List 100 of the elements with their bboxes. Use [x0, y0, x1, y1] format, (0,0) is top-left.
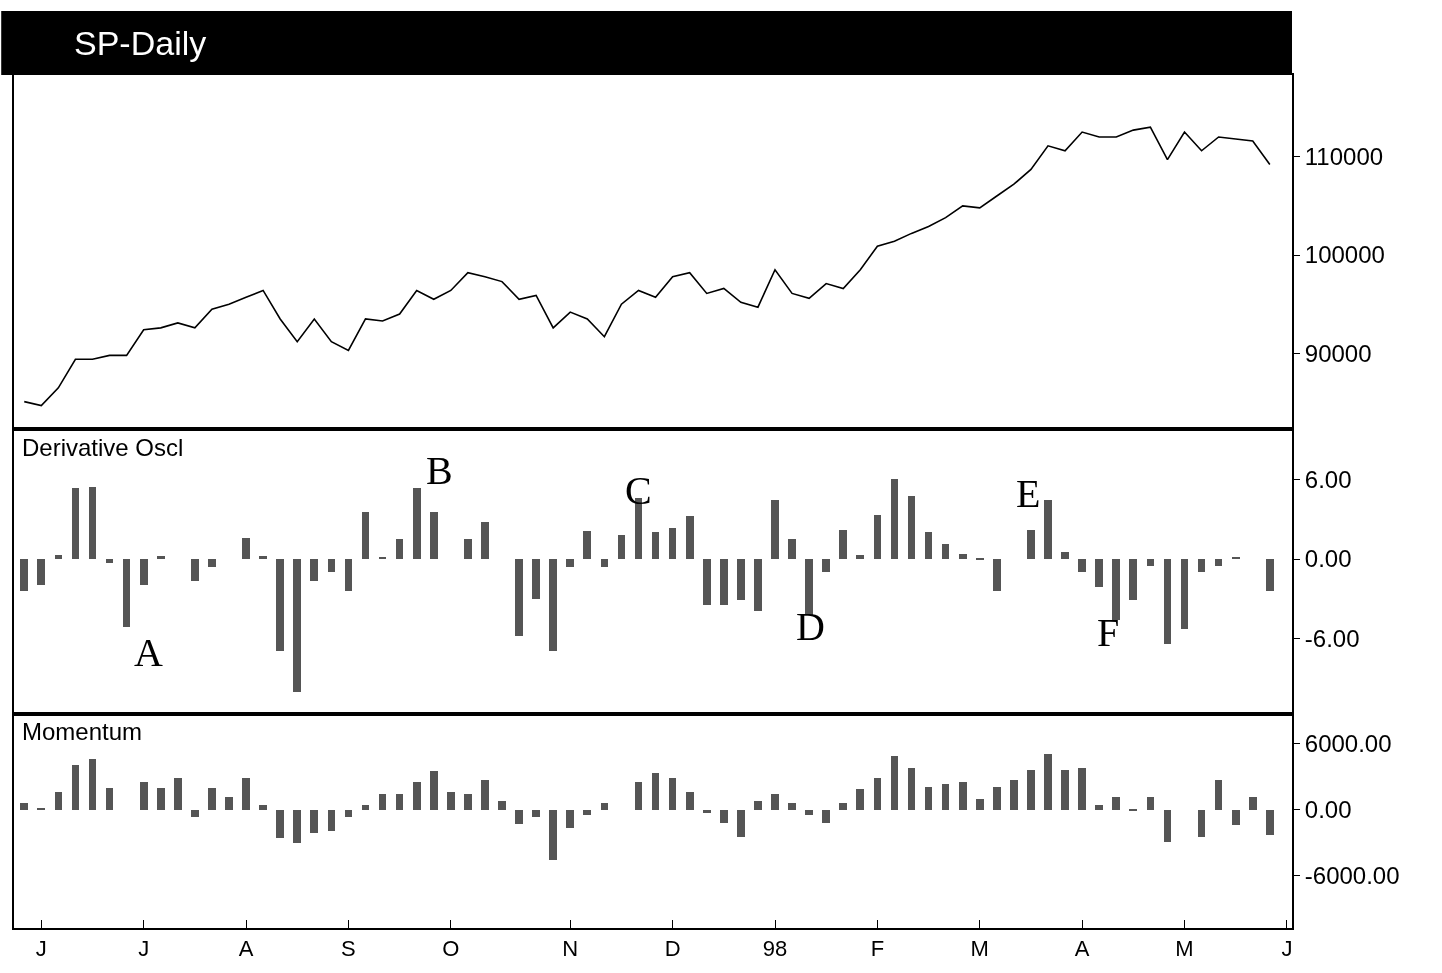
bar: [1078, 559, 1086, 573]
bar: [1266, 809, 1274, 835]
bar: [856, 555, 864, 560]
bar: [1095, 804, 1103, 810]
y-tick-label: 0.00: [1304, 795, 1352, 823]
bar: [788, 539, 796, 560]
bar: [771, 500, 779, 560]
bar: [737, 809, 745, 837]
bar: [1266, 559, 1274, 592]
bar: [925, 786, 932, 810]
x-tick-label: A: [1074, 936, 1090, 962]
annotation: D: [796, 604, 825, 649]
y-tick-label: 110000: [1304, 143, 1384, 171]
bar: [106, 787, 113, 810]
bar: [464, 793, 472, 810]
annotation: A: [134, 630, 163, 675]
bar: [430, 512, 438, 560]
bar: [174, 777, 182, 810]
bar: [276, 809, 284, 838]
bar: [37, 807, 45, 810]
bar: [72, 488, 79, 560]
bar: [89, 487, 96, 560]
bar: [259, 556, 267, 560]
bar: [1215, 559, 1222, 567]
bar: [635, 781, 642, 810]
bar: [413, 781, 421, 810]
annotation: E: [1016, 471, 1041, 516]
bar: [566, 559, 574, 568]
bar: [20, 559, 28, 592]
bar: [276, 559, 284, 652]
bar: [242, 538, 250, 560]
bar: [908, 767, 915, 810]
y-tick-label: 90000: [1304, 339, 1372, 367]
bar: [737, 559, 745, 601]
chart-title: Momentum: [22, 718, 143, 745]
bar: [1010, 779, 1018, 810]
bar: [942, 783, 949, 810]
annotation: B: [426, 448, 453, 493]
bar: [925, 532, 932, 560]
bar: [532, 559, 540, 600]
x-tick-label: A: [238, 936, 254, 962]
bar: [379, 793, 386, 810]
bar: [157, 787, 165, 810]
bar: [328, 809, 335, 831]
bar: [1181, 559, 1188, 630]
bar: [157, 556, 165, 560]
annotation: C: [625, 468, 652, 513]
chart-title: Derivative Oscl: [22, 434, 184, 461]
bar: [430, 770, 438, 810]
bar: [328, 559, 335, 573]
bar: [720, 559, 728, 606]
bar: [532, 809, 540, 817]
x-tick-label: O: [442, 936, 460, 962]
bar: [839, 802, 847, 810]
bar: [601, 559, 608, 568]
bar: [566, 809, 574, 828]
bar: [1249, 796, 1257, 810]
chart-title: SP-Daily: [74, 24, 207, 62]
x-tick-label: J: [1281, 936, 1293, 962]
bar: [703, 559, 711, 606]
x-tick-label: D: [664, 936, 681, 962]
bar: [805, 559, 813, 616]
bar: [191, 809, 199, 817]
y-tick-label: 100000: [1304, 241, 1385, 269]
x-tick-label: S: [341, 936, 356, 962]
bar: [959, 781, 967, 810]
bar: [703, 809, 711, 813]
y-tick-label: -6000.00: [1304, 861, 1400, 889]
bar: [1044, 500, 1052, 560]
bar: [891, 479, 898, 560]
bar: [140, 559, 148, 586]
bar: [805, 809, 813, 815]
bar: [959, 554, 967, 560]
bar: [669, 528, 676, 560]
bar: [310, 559, 318, 582]
bar: [396, 539, 403, 560]
bar: [839, 530, 847, 560]
bar: [1129, 559, 1137, 601]
bar: [515, 809, 523, 824]
bar: [856, 788, 864, 810]
bar: [1147, 559, 1154, 567]
x-tick-label: J: [35, 936, 47, 962]
bar: [583, 809, 591, 815]
bar: [1164, 559, 1171, 645]
bar: [908, 496, 915, 560]
bar: [259, 804, 267, 810]
annotation: F: [1097, 610, 1120, 655]
bar: [72, 764, 79, 810]
bar: [293, 559, 301, 693]
x-tick-label: F: [870, 936, 885, 962]
bar: [976, 558, 984, 561]
bar: [874, 515, 881, 560]
bar: [669, 777, 676, 810]
bar: [345, 559, 352, 592]
bar: [1044, 753, 1052, 810]
bar: [652, 772, 659, 810]
bar: [1147, 796, 1154, 810]
bar: [123, 559, 130, 628]
bar: [1095, 559, 1103, 588]
line-series: [23, 126, 1271, 407]
